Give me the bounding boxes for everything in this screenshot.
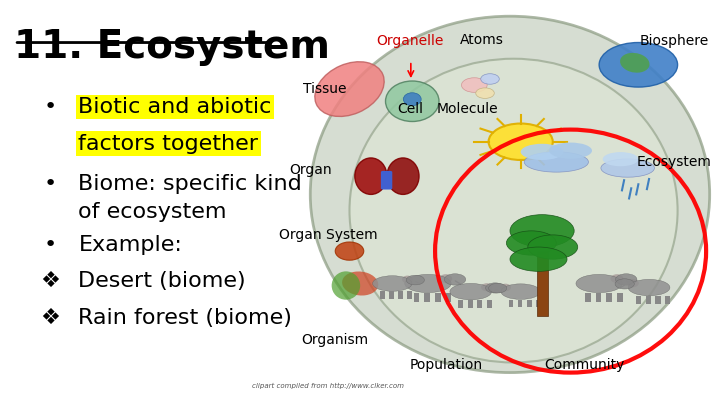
Ellipse shape bbox=[315, 62, 384, 117]
Text: Tissue: Tissue bbox=[303, 82, 346, 96]
FancyBboxPatch shape bbox=[408, 292, 413, 299]
Text: Population: Population bbox=[409, 358, 482, 371]
Text: clipart compiled from http://www.clker.com: clipart compiled from http://www.clker.c… bbox=[252, 383, 404, 389]
Ellipse shape bbox=[524, 152, 588, 172]
Ellipse shape bbox=[310, 16, 710, 373]
Ellipse shape bbox=[336, 242, 364, 260]
Circle shape bbox=[599, 43, 678, 87]
Text: •: • bbox=[43, 235, 57, 255]
Ellipse shape bbox=[528, 235, 577, 259]
Ellipse shape bbox=[603, 152, 639, 166]
Text: •: • bbox=[43, 97, 57, 117]
Text: Biosphere: Biosphere bbox=[639, 34, 708, 47]
Circle shape bbox=[481, 74, 499, 84]
Text: Rain forest (biome): Rain forest (biome) bbox=[78, 308, 292, 328]
Text: Cell: Cell bbox=[397, 102, 423, 116]
Ellipse shape bbox=[628, 279, 670, 296]
FancyBboxPatch shape bbox=[518, 300, 523, 307]
Ellipse shape bbox=[549, 143, 592, 159]
Ellipse shape bbox=[405, 275, 451, 292]
Ellipse shape bbox=[615, 279, 634, 289]
Ellipse shape bbox=[500, 284, 511, 291]
FancyBboxPatch shape bbox=[527, 300, 531, 307]
FancyBboxPatch shape bbox=[606, 293, 612, 302]
Ellipse shape bbox=[439, 274, 452, 283]
Ellipse shape bbox=[616, 274, 637, 285]
FancyBboxPatch shape bbox=[424, 293, 430, 302]
Text: Biome: specific kind
of ecosystem: Biome: specific kind of ecosystem bbox=[78, 174, 302, 222]
FancyBboxPatch shape bbox=[636, 296, 642, 304]
Ellipse shape bbox=[403, 93, 421, 106]
Text: factors together: factors together bbox=[78, 134, 258, 153]
Text: ❖: ❖ bbox=[40, 308, 60, 328]
FancyBboxPatch shape bbox=[381, 171, 392, 190]
Ellipse shape bbox=[501, 284, 541, 299]
FancyBboxPatch shape bbox=[467, 300, 472, 308]
Ellipse shape bbox=[481, 283, 492, 291]
FancyBboxPatch shape bbox=[665, 296, 670, 304]
Circle shape bbox=[476, 88, 495, 98]
Ellipse shape bbox=[620, 53, 649, 72]
Ellipse shape bbox=[444, 274, 466, 285]
Ellipse shape bbox=[611, 274, 624, 283]
Ellipse shape bbox=[342, 271, 378, 296]
Text: Organ: Organ bbox=[289, 163, 332, 177]
FancyBboxPatch shape bbox=[585, 293, 590, 302]
Text: Desert (biome): Desert (biome) bbox=[78, 271, 246, 291]
Ellipse shape bbox=[576, 275, 622, 292]
Text: Ecosystem: Ecosystem bbox=[636, 155, 711, 169]
FancyBboxPatch shape bbox=[458, 300, 463, 308]
Ellipse shape bbox=[627, 279, 639, 287]
Ellipse shape bbox=[387, 158, 419, 194]
Circle shape bbox=[462, 78, 487, 92]
Text: Molecule: Molecule bbox=[436, 102, 498, 116]
Text: Organ System: Organ System bbox=[279, 228, 377, 242]
Text: Atoms: Atoms bbox=[459, 34, 503, 47]
FancyBboxPatch shape bbox=[595, 293, 601, 302]
Text: Example:: Example: bbox=[78, 235, 182, 255]
Ellipse shape bbox=[332, 271, 360, 300]
FancyBboxPatch shape bbox=[536, 300, 541, 307]
FancyBboxPatch shape bbox=[414, 293, 419, 302]
Ellipse shape bbox=[355, 158, 387, 194]
FancyBboxPatch shape bbox=[487, 300, 492, 308]
Ellipse shape bbox=[489, 284, 507, 293]
Ellipse shape bbox=[349, 59, 678, 362]
Ellipse shape bbox=[406, 275, 424, 285]
Text: Biotic and abiotic: Biotic and abiotic bbox=[78, 97, 272, 117]
Text: •: • bbox=[43, 174, 57, 194]
Text: Organism: Organism bbox=[302, 333, 369, 347]
Text: Organelle: Organelle bbox=[377, 34, 444, 47]
Circle shape bbox=[489, 124, 553, 160]
Ellipse shape bbox=[510, 215, 574, 247]
FancyBboxPatch shape bbox=[390, 292, 394, 299]
Ellipse shape bbox=[385, 81, 439, 122]
Ellipse shape bbox=[510, 247, 567, 271]
Text: ❖: ❖ bbox=[40, 271, 60, 291]
Text: Community: Community bbox=[544, 358, 625, 371]
Text: 11. Ecosystem: 11. Ecosystem bbox=[14, 28, 330, 66]
Ellipse shape bbox=[485, 283, 505, 293]
FancyBboxPatch shape bbox=[380, 292, 385, 299]
Ellipse shape bbox=[506, 231, 557, 255]
FancyBboxPatch shape bbox=[508, 300, 513, 307]
FancyBboxPatch shape bbox=[617, 293, 623, 302]
Ellipse shape bbox=[372, 276, 412, 291]
Ellipse shape bbox=[521, 144, 564, 160]
Ellipse shape bbox=[450, 284, 492, 300]
Ellipse shape bbox=[402, 275, 413, 283]
FancyBboxPatch shape bbox=[398, 292, 403, 299]
FancyBboxPatch shape bbox=[477, 300, 482, 308]
FancyBboxPatch shape bbox=[446, 293, 451, 302]
FancyBboxPatch shape bbox=[537, 251, 548, 316]
Ellipse shape bbox=[601, 159, 654, 177]
FancyBboxPatch shape bbox=[646, 296, 651, 304]
FancyBboxPatch shape bbox=[435, 293, 441, 302]
FancyBboxPatch shape bbox=[655, 296, 661, 304]
